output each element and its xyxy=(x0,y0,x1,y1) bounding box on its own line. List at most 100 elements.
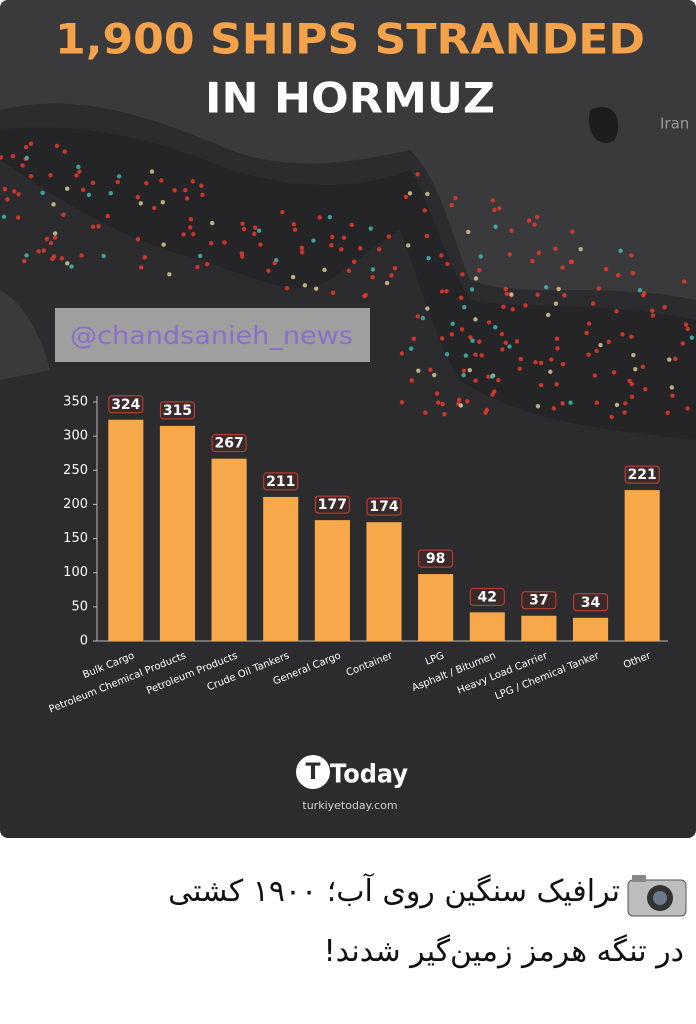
ship-dot xyxy=(667,357,672,362)
ship-dot xyxy=(551,406,557,411)
y-tick-label: 300 xyxy=(63,429,88,444)
watermark: @chandsanieh_news xyxy=(70,321,353,350)
ship-dot xyxy=(650,313,656,318)
ship-dot xyxy=(116,174,122,179)
ship-dot xyxy=(476,339,482,344)
ship-dot xyxy=(351,259,357,264)
value-label-box xyxy=(521,591,557,610)
ship-dot xyxy=(167,272,172,277)
logo-url: turkiyetoday.com xyxy=(302,799,397,812)
ship-dot xyxy=(514,339,520,344)
ship-dot xyxy=(553,246,558,251)
ship-dot xyxy=(329,243,334,248)
ship-dot xyxy=(346,268,352,274)
ship-dot xyxy=(640,364,646,370)
ship-dot xyxy=(549,357,554,362)
ship-dot xyxy=(115,179,120,185)
value-label-box xyxy=(108,395,144,414)
ship-dot xyxy=(195,264,200,270)
ship-dot xyxy=(59,256,65,261)
caption-line: ترافیک سنگین روی آب؛ ۱۹۰۰ کشتی xyxy=(168,874,620,909)
ship-dot xyxy=(411,336,416,341)
ship-dot xyxy=(620,332,625,337)
bar xyxy=(211,458,247,641)
ship-dot xyxy=(439,253,444,258)
bar xyxy=(314,520,350,641)
ship-dot xyxy=(460,272,465,277)
ship-dot xyxy=(422,208,427,213)
value-label: 174 xyxy=(369,499,398,515)
ship-dot xyxy=(425,191,430,197)
chart: Iran 1,900 SHIPS STRANDED IN HORMUZ @cha… xyxy=(0,0,696,812)
ship-dot xyxy=(399,400,405,405)
ship-dot xyxy=(222,240,227,245)
ship-dots xyxy=(0,141,695,420)
ship-dot xyxy=(432,372,437,378)
ship-dot xyxy=(477,267,482,273)
ship-dot xyxy=(52,231,58,236)
ship-dot xyxy=(77,169,82,174)
ship-dot xyxy=(439,336,445,341)
ship-dot xyxy=(435,400,441,405)
ship-dot xyxy=(509,292,514,297)
ship-dot xyxy=(403,194,409,200)
ship-dot xyxy=(442,411,447,417)
ship-dot xyxy=(569,259,575,265)
value-label-box xyxy=(314,495,350,514)
ship-dot xyxy=(51,202,56,207)
ship-dot xyxy=(483,410,488,415)
ship-dot xyxy=(50,256,55,262)
ship-dot xyxy=(650,308,655,313)
ship-dot xyxy=(416,368,421,373)
value-label: 267 xyxy=(214,436,243,452)
ship-dot xyxy=(492,207,497,213)
ship-dot xyxy=(496,377,501,383)
bar xyxy=(366,522,402,641)
ship-dot xyxy=(596,286,602,291)
ship-dot xyxy=(240,221,245,226)
value-label: 34 xyxy=(581,595,601,611)
ship-dot xyxy=(478,254,483,259)
ship-dot xyxy=(52,235,58,240)
ship-dot xyxy=(349,222,354,228)
ship-dot xyxy=(543,285,549,290)
x-tick-label: Petroleum Products xyxy=(145,650,239,697)
ship-dot xyxy=(497,206,502,211)
ship-dot xyxy=(444,289,449,294)
ship-dot xyxy=(330,290,336,296)
ship-dot xyxy=(556,286,561,292)
ship-dot xyxy=(665,410,670,416)
ship-dot xyxy=(614,402,620,408)
ship-dot xyxy=(611,370,617,375)
ship-dot xyxy=(358,245,363,251)
ship-dot xyxy=(266,268,271,273)
ship-dot xyxy=(183,187,188,193)
ship-dot xyxy=(492,389,497,394)
logo-icon xyxy=(296,755,330,789)
ship-dot xyxy=(569,229,575,234)
ship-dot xyxy=(507,252,512,257)
y-tick-label: 50 xyxy=(71,599,88,614)
ship-dot xyxy=(299,250,305,255)
ship-dot xyxy=(618,248,623,253)
ship-dot xyxy=(23,144,29,150)
ship-dot xyxy=(503,286,508,292)
value-label-box xyxy=(624,465,660,484)
y-tick-label: 100 xyxy=(63,565,88,580)
ship-dot xyxy=(615,272,621,278)
ship-dot xyxy=(450,321,455,327)
ship-dot xyxy=(409,378,414,383)
ship-dot xyxy=(389,273,394,278)
ship-dot xyxy=(341,235,347,240)
ship-dot xyxy=(445,261,450,267)
ship-dot xyxy=(473,276,479,281)
ship-dot xyxy=(208,240,214,246)
ship-dot xyxy=(313,286,319,291)
value-label: 221 xyxy=(628,467,657,483)
ship-dot xyxy=(339,247,344,252)
watermark-box xyxy=(55,308,370,362)
ship-dot xyxy=(493,325,498,330)
ship-dot xyxy=(40,190,45,196)
ship-dot xyxy=(188,217,194,222)
